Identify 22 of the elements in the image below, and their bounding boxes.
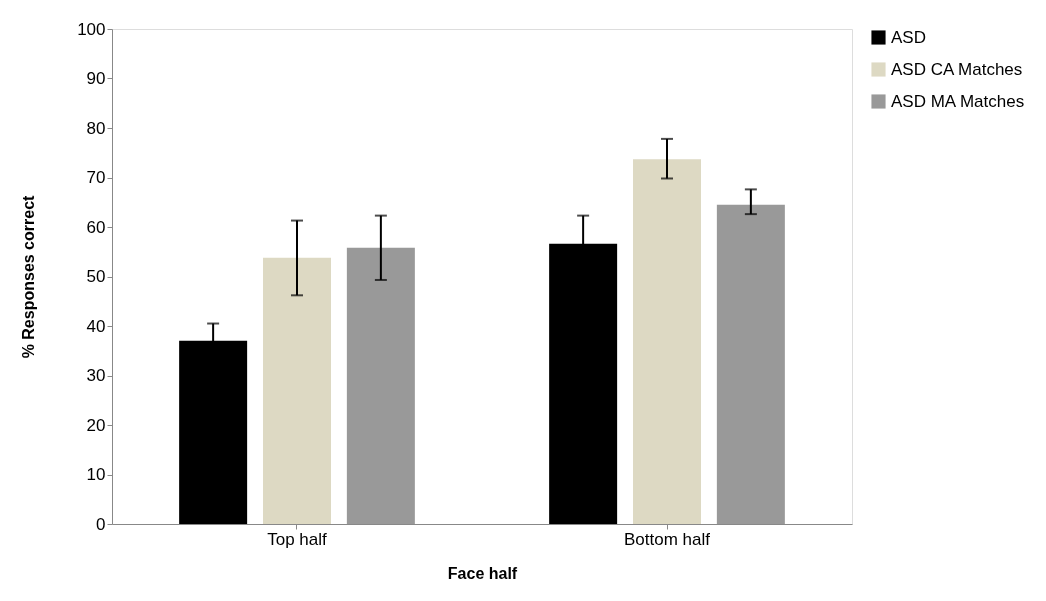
bar: [263, 257, 331, 524]
x-tick-label: Bottom half: [624, 529, 711, 549]
y-tick-label: 90: [86, 69, 106, 88]
y-tick-label: 30: [86, 366, 106, 385]
y-tick-label: 10: [86, 465, 106, 484]
y-tick-label: 40: [86, 316, 106, 336]
bar: [346, 247, 415, 524]
y-tick-label: 0: [96, 514, 106, 534]
legend-label: ASD MA Matches: [891, 91, 1025, 111]
y-tick-label: 20: [86, 415, 106, 435]
legend-label: ASD CA Matches: [891, 59, 1023, 79]
y-tick-label: 100: [77, 19, 106, 39]
bar: [716, 204, 785, 524]
bar: [633, 159, 701, 524]
x-axis-title: Face half: [447, 564, 518, 582]
x-tick-label: Top half: [267, 529, 328, 549]
y-tick-label: 70: [86, 168, 106, 187]
y-tick-label: 50: [86, 267, 106, 286]
legend-label: ASD: [891, 27, 926, 47]
y-tick-label: 80: [86, 118, 106, 138]
y-axis-title: % Responses correct: [20, 194, 38, 359]
y-tick-label: 60: [86, 217, 106, 237]
